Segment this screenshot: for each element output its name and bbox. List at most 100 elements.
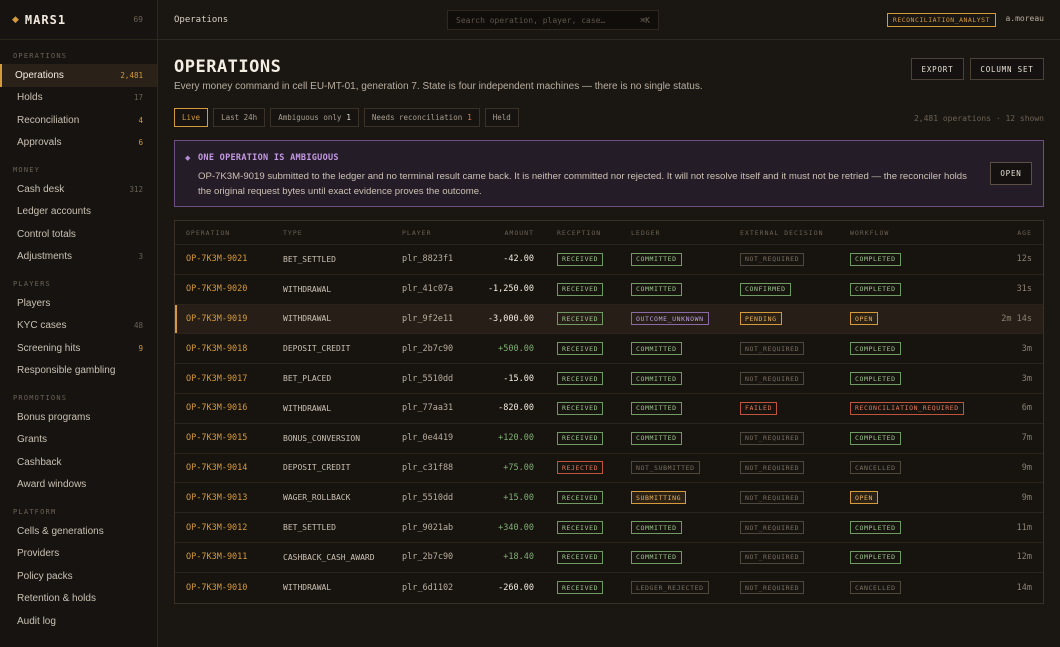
ledger-status-badge: LEDGER_REJECTED: [631, 581, 709, 595]
page-subtitle: Every money command in cell EU-MT-01, ge…: [174, 81, 703, 92]
sidebar-item-approvals[interactable]: Approvals 6: [0, 132, 157, 155]
player-id[interactable]: plr_77aa31: [402, 403, 454, 414]
sidebar-item-audit-log[interactable]: Audit log: [0, 610, 157, 633]
operation-id[interactable]: OP-7K3M-9020: [186, 284, 248, 295]
player-id[interactable]: plr_9021ab: [402, 522, 454, 533]
workflow-status-cell: OPEN: [850, 483, 879, 512]
operation-id[interactable]: OP-7K3M-9012: [186, 522, 248, 533]
player-id[interactable]: plr_41c07a: [402, 284, 454, 295]
header-type[interactable]: TYPE: [283, 228, 303, 237]
external-decision-status-badge: NOT_REQUIRED: [740, 491, 805, 505]
player-id[interactable]: plr_2b7c90: [402, 343, 454, 354]
operation-type: BONUS_CONVERSION: [283, 433, 361, 443]
player-id[interactable]: plr_2b7c90: [402, 552, 454, 563]
sidebar-item-policy-packs[interactable]: Policy packs: [0, 565, 157, 588]
ledger-status-badge: COMMITTED: [631, 550, 682, 564]
operation-id[interactable]: OP-7K3M-9013: [186, 492, 248, 503]
sidebar-item-control-totals[interactable]: Control totals: [0, 223, 157, 246]
table-row[interactable]: OP-7K3M-9010 WITHDRAWAL plr_6d1102 -260.00 R…: [175, 573, 1043, 603]
sidebar-item-grants[interactable]: Grants: [0, 429, 157, 452]
operation-id[interactable]: OP-7K3M-9015: [186, 433, 248, 444]
sidebar-item-cash-desk[interactable]: Cash desk 312: [0, 178, 157, 201]
table-row[interactable]: OP-7K3M-9013 WAGER_ROLLBACK plr_5510dd +15.…: [175, 483, 1043, 514]
brand[interactable]: ◆ MARS1 69: [0, 0, 157, 40]
header-player[interactable]: PLAYER: [402, 228, 432, 237]
ledger-status-badge: COMMITTED: [631, 521, 682, 535]
filter-chip-ambiguous-only[interactable]: Ambiguous only 1: [270, 108, 359, 127]
sidebar-item-cashback[interactable]: Cashback: [0, 451, 157, 474]
search-input[interactable]: Search operation, player, case… ⌘K: [447, 10, 659, 30]
operation-id[interactable]: OP-7K3M-9010: [186, 582, 248, 593]
sidebar-item-award-windows[interactable]: Award windows: [0, 474, 157, 497]
player-id[interactable]: plr_5510dd: [402, 492, 454, 503]
sidebar-item-cells-generations[interactable]: Cells & generations: [0, 520, 157, 543]
alert-open-button[interactable]: OPEN: [990, 162, 1032, 185]
sidebar-item-operations[interactable]: Operations 2,481: [0, 64, 157, 87]
table-row[interactable]: OP-7K3M-9018 DEPOSIT_CREDIT plr_2b7c90 +500…: [175, 334, 1043, 365]
reception-status-cell: RECEIVED: [557, 305, 604, 334]
filter-chip-held[interactable]: Held: [484, 108, 519, 127]
ledger-status-badge: OUTCOME_UNKNOWN: [631, 312, 709, 326]
sidebar-item-responsible-gambling[interactable]: Responsible gambling: [0, 360, 157, 383]
table-row[interactable]: OP-7K3M-9015 BONUS_CONVERSION plr_0e4419 +1…: [175, 424, 1043, 454]
sidebar-item-providers[interactable]: Providers: [0, 543, 157, 566]
table-row[interactable]: OP-7K3M-9014 DEPOSIT_CREDIT plr_c31f88 +75.…: [175, 454, 1043, 484]
operation-id[interactable]: OP-7K3M-9016: [186, 403, 248, 414]
age: 12s: [1016, 254, 1032, 265]
sidebar-item-retention-holds[interactable]: Retention & holds: [0, 588, 157, 611]
column-set-button[interactable]: COLUMN SET: [970, 58, 1044, 80]
sidebar-item-holds[interactable]: Holds 17: [0, 87, 157, 110]
table-row[interactable]: OP-7K3M-9019 WITHDRAWAL plr_9f2e11 -3,000.0…: [175, 304, 1043, 335]
external-decision-status-badge: NOT_REQUIRED: [740, 431, 805, 445]
operation-id[interactable]: OP-7K3M-9021: [186, 254, 248, 265]
operation-id[interactable]: OP-7K3M-9014: [186, 462, 248, 473]
sidebar-item-kyc-cases[interactable]: KYC cases 48: [0, 315, 157, 338]
player-id[interactable]: plr_0e4419: [402, 433, 454, 444]
player-id[interactable]: plr_c31f88: [402, 462, 454, 473]
export-button[interactable]: EXPORT: [911, 58, 964, 80]
ledger-status-cell: COMMITTED: [631, 275, 682, 304]
sidebar-item-screening-hits[interactable]: Screening hits 9: [0, 337, 157, 360]
header-ledger[interactable]: LEDGER: [631, 228, 661, 237]
sidebar-item-players[interactable]: Players: [0, 292, 157, 315]
filter-chip-live[interactable]: Live: [174, 108, 209, 127]
sidebar-item-ledger-accounts[interactable]: Ledger accounts: [0, 201, 157, 224]
sidebar-item-bonus-programs[interactable]: Bonus programs: [0, 406, 157, 429]
sidebar-item-label: Screening hits: [17, 342, 81, 354]
operation-id[interactable]: OP-7K3M-9018: [186, 343, 248, 354]
sidebar-item-reconciliation[interactable]: Reconciliation 4: [0, 109, 157, 132]
header-operation[interactable]: OPERATION: [186, 228, 231, 237]
player-id[interactable]: plr_5510dd: [402, 373, 454, 384]
filter-chip-count: 1: [346, 113, 351, 122]
filter-chip-last-24h[interactable]: Last 24h: [213, 108, 266, 127]
operation-id[interactable]: OP-7K3M-9011: [186, 552, 248, 563]
header-age[interactable]: AGE: [1017, 228, 1032, 237]
player-id[interactable]: plr_9f2e11: [402, 313, 454, 324]
table-row[interactable]: OP-7K3M-9016 WITHDRAWAL plr_77aa31 -820.00 R…: [175, 394, 1043, 424]
table-row[interactable]: OP-7K3M-9011 CASHBACK_CASH_AWARD plr_2b7c9…: [175, 543, 1043, 573]
sidebar-item-adjustments[interactable]: Adjustments 3: [0, 246, 157, 269]
ledger-status-cell: LEDGER_REJECTED: [631, 573, 709, 603]
operation-id[interactable]: OP-7K3M-9017: [186, 373, 248, 384]
header-amount[interactable]: AMOUNT: [504, 228, 534, 237]
workflow-status-badge: OPEN: [850, 491, 879, 505]
table-row[interactable]: OP-7K3M-9012 BET_SETTLED plr_9021ab +340.00…: [175, 513, 1043, 543]
table-row[interactable]: OP-7K3M-9017 BET_PLACED plr_5510dd -15.00 RE…: [175, 364, 1043, 394]
breadcrumb[interactable]: Operations: [174, 14, 229, 25]
header-external-decision[interactable]: EXTERNAL DECISION: [740, 228, 824, 237]
operation-id[interactable]: OP-7K3M-9019: [186, 313, 248, 324]
reception-status-cell: RECEIVED: [557, 513, 604, 542]
player-id[interactable]: plr_6d1102: [402, 582, 454, 593]
sidebar-item-label: Bonus programs: [17, 411, 91, 423]
ledger-status-badge: SUBMITTING: [631, 491, 687, 505]
player-id[interactable]: plr_8823f1: [402, 254, 454, 265]
role-badge[interactable]: RECONCILIATION_ANALYST: [886, 13, 996, 27]
filter-chip-needs-reconciliation[interactable]: Needs reconciliation 1: [363, 108, 480, 127]
header-reception[interactable]: RECEPTION: [557, 228, 602, 237]
workflow-status-badge: COMPLETED: [850, 550, 901, 564]
table-row[interactable]: OP-7K3M-9020 WITHDRAWAL plr_41c07a -1,250.0…: [175, 275, 1043, 305]
user-name[interactable]: a.moreau: [1005, 14, 1044, 23]
sidebar-item-count: 6: [138, 138, 143, 148]
table-row[interactable]: OP-7K3M-9021 BET_SETTLED plr_8823f1 -42.00 R…: [175, 245, 1043, 275]
header-workflow[interactable]: WORKFLOW: [850, 228, 890, 237]
